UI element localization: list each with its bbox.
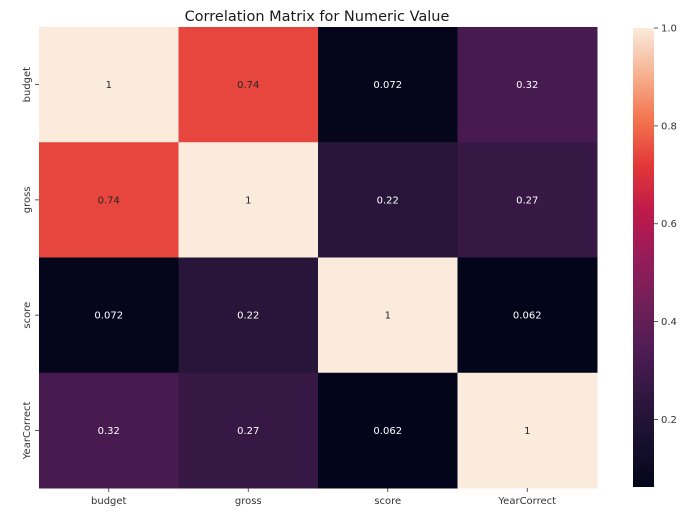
heatmap-cell: [457, 27, 598, 143]
chart-title: Correlation Matrix for Numeric Value: [185, 9, 450, 25]
heatmap-cell: [318, 142, 458, 258]
cell-value-label: 0.22: [237, 311, 259, 322]
x-tick-label: budget: [91, 496, 127, 507]
cell-value-label: 0.74: [237, 80, 259, 91]
y-tick-label: score: [22, 302, 33, 329]
heatmap-cell: [457, 142, 598, 258]
colorbar-tick-label: 0.2: [661, 415, 677, 426]
colorbar-tick-label: 0.6: [661, 219, 677, 230]
heatmap-cells: 1 0.74 0.072 0.32 0.74 1 0.22 0.27 0.072 0.22 1 0.0…: [39, 27, 598, 489]
cell-value-label: 0.32: [516, 80, 538, 91]
heatmap-cell: [178, 27, 319, 143]
cell-value-label: 0.072: [94, 311, 123, 322]
cell-value-label: 0.27: [237, 426, 259, 437]
cell-value-label: 0.22: [377, 195, 399, 206]
x-tick-label: gross: [235, 496, 262, 507]
cell-value-label: 0.062: [373, 426, 402, 437]
y-tick-label: budget: [22, 67, 33, 103]
cell-value-label: 0.27: [516, 195, 538, 206]
heatmap-cell: [318, 27, 458, 143]
colorbar-gradient: [633, 28, 654, 487]
cell-value-label: 0.74: [98, 195, 120, 206]
heatmap-cell: [457, 372, 598, 489]
cell-value-label: 0.062: [513, 311, 542, 322]
cell-value-label: 1: [524, 426, 530, 437]
y-tick-label: gross: [22, 186, 33, 213]
y-axis: budget gross score YearCorrect: [22, 67, 39, 460]
x-axis: budget gross score YearCorrect: [91, 488, 556, 507]
y-tick-label: YearCorrect: [22, 401, 33, 460]
colorbar: 0.2 0.4 0.6 0.8 1.0: [633, 24, 677, 487]
cell-value-label: 0.32: [98, 426, 120, 437]
x-tick-label: score: [374, 496, 401, 507]
cell-value-label: 0.072: [373, 80, 402, 91]
heatmap-cell: [39, 27, 179, 143]
heatmap-cell: [178, 257, 319, 374]
cell-value-label: 1: [385, 311, 391, 322]
cell-value-label: 1: [245, 195, 251, 206]
colorbar-tick-label: 0.8: [661, 121, 677, 132]
heatmap-cell: [39, 142, 179, 258]
heatmap-cell: [178, 142, 319, 258]
heatmap-cell: [318, 372, 458, 489]
heatmap-cell: [318, 257, 458, 374]
x-tick-label: YearCorrect: [497, 496, 556, 507]
heatmap-cell: [178, 372, 319, 489]
heatmap-cell: [457, 257, 598, 374]
heatmap-cell: [39, 372, 179, 489]
colorbar-tick-label: 1.0: [661, 24, 677, 35]
heatmap-cell: [39, 257, 179, 374]
cell-value-label: 1: [106, 80, 112, 91]
colorbar-tick-label: 0.4: [661, 317, 677, 328]
